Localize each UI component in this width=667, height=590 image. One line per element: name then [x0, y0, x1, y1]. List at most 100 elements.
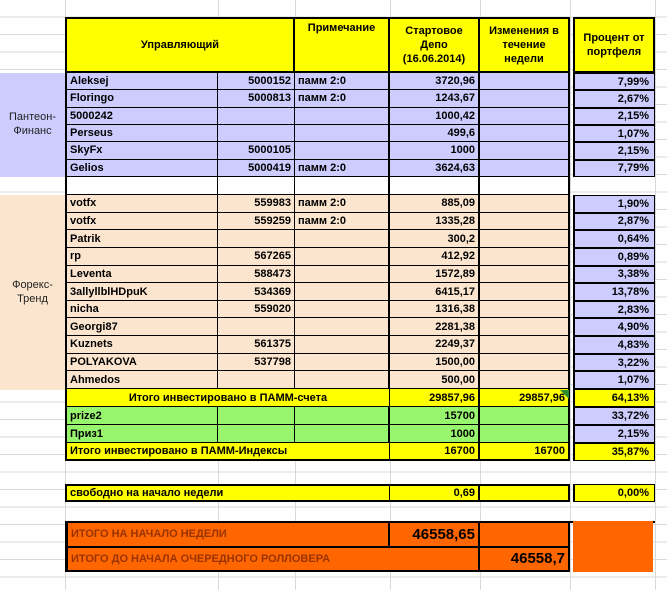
week-change-cell[interactable]: [480, 371, 570, 390]
week-change-cell[interactable]: [480, 107, 570, 125]
manager-name-cell[interactable]: rp: [65, 247, 218, 266]
note-cell[interactable]: памм 2:0: [295, 212, 390, 231]
col-header-manager[interactable]: Управляющий: [65, 17, 295, 73]
percent-cell[interactable]: 13,78%: [573, 283, 655, 301]
note-cell[interactable]: [295, 247, 390, 266]
manager-name-cell[interactable]: Perseus: [65, 124, 218, 143]
empty-cell[interactable]: [65, 177, 218, 195]
manager-name-cell[interactable]: Floringo: [65, 90, 218, 108]
start-depo-cell[interactable]: 2281,38: [390, 318, 480, 337]
account-number-cell[interactable]: 534369: [218, 283, 295, 301]
col-header-start-depo[interactable]: Стартовое Депо (16.06.2014): [390, 17, 480, 73]
percent-cell[interactable]: 2,15%: [573, 425, 655, 443]
week-change-cell[interactable]: [480, 124, 570, 143]
note-cell[interactable]: [295, 318, 390, 337]
total-pamm-accounts-depo[interactable]: 29857,96: [390, 389, 480, 407]
week-change-cell[interactable]: [480, 318, 570, 337]
manager-name-cell[interactable]: SkyFx: [65, 142, 218, 160]
start-depo-cell[interactable]: 1335,28: [390, 212, 480, 231]
empty-cell[interactable]: [390, 177, 480, 195]
note-cell[interactable]: памм 2:0: [295, 73, 390, 91]
account-number-cell[interactable]: [218, 371, 295, 390]
group-label-forex-trend[interactable]: Форекс- Тренд: [0, 195, 65, 390]
manager-name-cell[interactable]: prize2: [65, 407, 218, 425]
note-cell[interactable]: [295, 336, 390, 354]
empty-cell[interactable]: [480, 177, 570, 195]
manager-name-cell[interactable]: Patrik: [65, 230, 218, 248]
start-depo-cell[interactable]: 1000,42: [390, 107, 480, 125]
week-change-cell[interactable]: [480, 425, 570, 443]
percent-cell[interactable]: 1,07%: [573, 371, 655, 390]
manager-name-cell[interactable]: POLYAKOVA: [65, 353, 218, 372]
note-cell[interactable]: [295, 283, 390, 301]
account-number-cell[interactable]: 559020: [218, 300, 295, 319]
percent-cell[interactable]: 2,83%: [573, 300, 655, 319]
start-depo-cell[interactable]: 3624,63: [390, 159, 480, 177]
account-number-cell[interactable]: 5000419: [218, 159, 295, 177]
account-number-cell[interactable]: 5000152: [218, 73, 295, 91]
account-number-cell[interactable]: 5000813: [218, 90, 295, 108]
col-header-week-change[interactable]: Изменения в течение недели: [480, 17, 570, 73]
week-change-cell[interactable]: [480, 353, 570, 372]
note-cell[interactable]: [295, 230, 390, 248]
start-depo-cell[interactable]: 1243,67: [390, 90, 480, 108]
total-pamm-indexes-label[interactable]: Итого инвестировано в ПАММ-Индексы: [65, 443, 390, 461]
week-change-cell[interactable]: [480, 212, 570, 231]
start-depo-cell[interactable]: 6415,17: [390, 283, 480, 301]
start-depo-cell[interactable]: 1572,89: [390, 265, 480, 284]
free-funds-label[interactable]: свободно на начало недели: [65, 484, 390, 502]
grand-total-rollover-label[interactable]: ИТОГО ДО НАЧАЛА ОЧЕРЕДНОГО РОЛЛОВЕРА: [65, 547, 480, 572]
manager-name-cell[interactable]: Aleksej: [65, 73, 218, 91]
manager-name-cell[interactable]: 5000242: [65, 107, 218, 125]
start-depo-cell[interactable]: 1000: [390, 425, 480, 443]
percent-cell[interactable]: 3,22%: [573, 353, 655, 372]
manager-name-cell[interactable]: 3allyllblHDpuK: [65, 283, 218, 301]
manager-name-cell[interactable]: Ahmedos: [65, 371, 218, 390]
week-change-cell[interactable]: [480, 336, 570, 354]
note-cell[interactable]: памм 2:0: [295, 159, 390, 177]
week-change-cell[interactable]: [480, 142, 570, 160]
free-funds-change[interactable]: [480, 484, 570, 502]
start-depo-cell[interactable]: 499,6: [390, 124, 480, 143]
percent-cell[interactable]: 4,90%: [573, 318, 655, 337]
account-number-cell[interactable]: [218, 425, 295, 443]
note-cell[interactable]: [295, 124, 390, 143]
manager-name-cell[interactable]: nicha: [65, 300, 218, 319]
total-pamm-accounts-change[interactable]: 29857,96: [480, 389, 570, 407]
note-cell[interactable]: [295, 353, 390, 372]
account-number-cell[interactable]: 588473: [218, 265, 295, 284]
start-depo-cell[interactable]: 3720,96: [390, 73, 480, 91]
percent-cell[interactable]: 3,38%: [573, 265, 655, 284]
note-cell[interactable]: памм 2:0: [295, 195, 390, 213]
grand-total-week-start-label[interactable]: ИТОГО НА НАЧАЛО НЕДЕЛИ: [65, 523, 390, 548]
empty-cell[interactable]: [295, 177, 390, 195]
total-pamm-indexes-depo[interactable]: 16700: [390, 443, 480, 461]
week-change-cell[interactable]: [480, 247, 570, 266]
grand-total-week-start-value[interactable]: 46558,65: [390, 523, 480, 548]
total-pamm-accounts-label[interactable]: Итого инвестировано в ПАММ-счета: [65, 389, 390, 407]
week-change-cell[interactable]: [480, 265, 570, 284]
percent-cell[interactable]: 2,15%: [573, 107, 655, 125]
note-cell[interactable]: [295, 107, 390, 125]
empty-cell[interactable]: [218, 177, 295, 195]
percent-cell[interactable]: 0,89%: [573, 247, 655, 266]
percent-cell[interactable]: 1,07%: [573, 124, 655, 143]
percent-cell[interactable]: 2,87%: [573, 212, 655, 231]
note-cell[interactable]: [295, 300, 390, 319]
account-number-cell[interactable]: 559259: [218, 212, 295, 231]
start-depo-cell[interactable]: 1316,38: [390, 300, 480, 319]
manager-name-cell[interactable]: Kuznets: [65, 336, 218, 354]
week-change-cell[interactable]: [480, 73, 570, 91]
week-change-cell[interactable]: [480, 195, 570, 213]
start-depo-cell[interactable]: 1000: [390, 142, 480, 160]
account-number-cell[interactable]: [218, 407, 295, 425]
grand-total-rollover-value[interactable]: 46558,7: [480, 547, 570, 572]
note-cell[interactable]: [295, 407, 390, 425]
percent-cell[interactable]: 4,83%: [573, 336, 655, 354]
percent-cell[interactable]: 0,64%: [573, 230, 655, 248]
week-change-cell[interactable]: [480, 230, 570, 248]
start-depo-cell[interactable]: 300,2: [390, 230, 480, 248]
week-change-cell[interactable]: [480, 300, 570, 319]
note-cell[interactable]: [295, 142, 390, 160]
percent-cell[interactable]: 2,15%: [573, 142, 655, 160]
